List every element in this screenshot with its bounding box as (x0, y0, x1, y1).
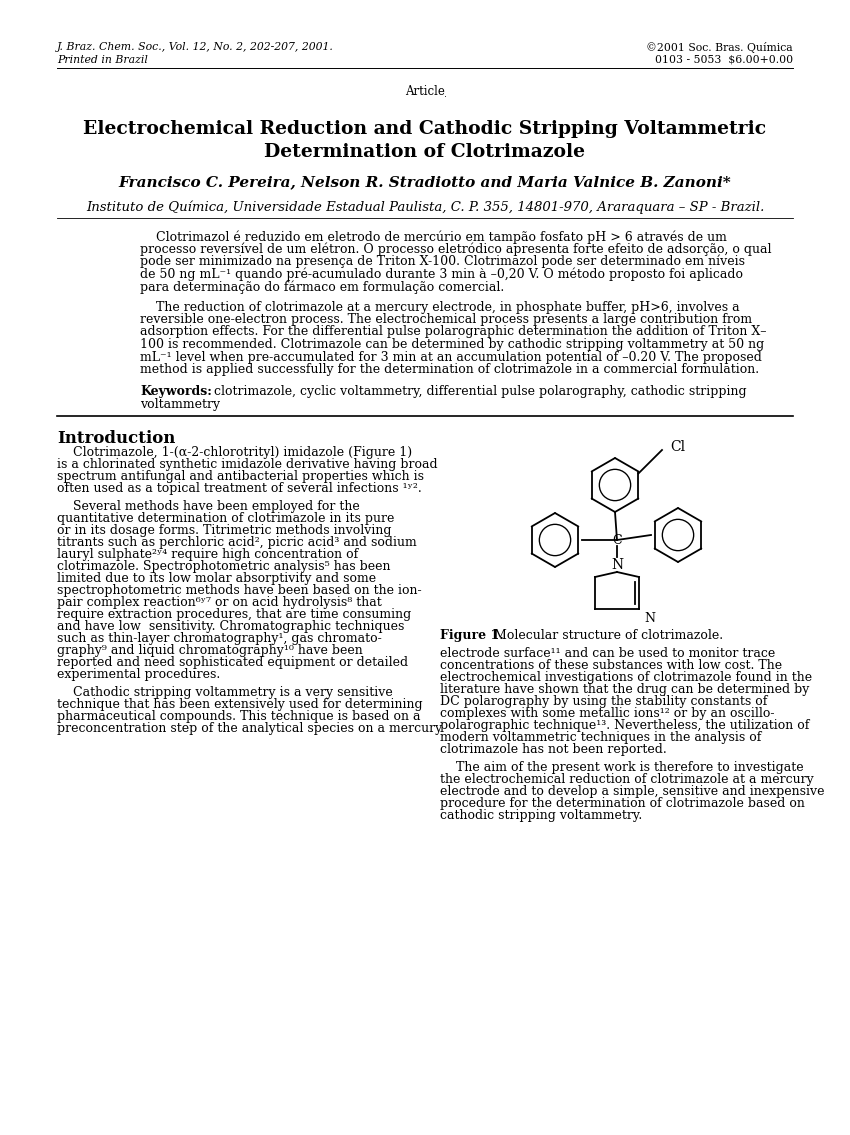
Text: and have low  sensitivity. Chromatographic techniques: and have low sensitivity. Chromatographi… (57, 620, 405, 633)
Text: polarographic technique¹³. Nevertheless, the utilization of: polarographic technique¹³. Nevertheless,… (440, 718, 809, 732)
Text: pharmaceutical compounds. This technique is based on a: pharmaceutical compounds. This technique… (57, 711, 421, 723)
Text: DC polarography by using the stability constants of: DC polarography by using the stability c… (440, 695, 768, 708)
Text: The reduction of clotrimazole at a mercury electrode, in phosphate buffer, pH>6,: The reduction of clotrimazole at a mercu… (140, 301, 740, 313)
Text: reversible one-electron process. The electrochemical process presents a large co: reversible one-electron process. The ele… (140, 313, 752, 326)
Text: 0103 - 5053  $6.00+0.00: 0103 - 5053 $6.00+0.00 (654, 54, 793, 65)
Text: voltammetry: voltammetry (140, 398, 220, 411)
Text: 100 is recommended. Clotrimazole can be determined by cathodic stripping voltamm: 100 is recommended. Clotrimazole can be … (140, 338, 764, 351)
Text: such as thin-layer chromatography¹, gas chromato-: such as thin-layer chromatography¹, gas … (57, 632, 382, 645)
Text: C: C (612, 533, 622, 546)
Text: Figure 1.: Figure 1. (440, 629, 503, 642)
Text: require extraction procedures, that are time consuming: require extraction procedures, that are … (57, 608, 411, 621)
Text: reported and need sophisticated equipment or detailed: reported and need sophisticated equipmen… (57, 656, 408, 669)
Text: pode ser minimizado na presença de Triton X-100. Clotrimazol pode ser determinad: pode ser minimizado na presença de Trito… (140, 255, 745, 269)
Text: Introduction: Introduction (57, 430, 175, 447)
Text: ©2001 Soc. Bras. Química: ©2001 Soc. Bras. Química (646, 42, 793, 53)
Text: Printed in Brazil: Printed in Brazil (57, 54, 148, 65)
Text: Clotrimazole, 1-(α-2-chlorotrityl) imidazole (Figure 1): Clotrimazole, 1-(α-2-chlorotrityl) imida… (57, 446, 412, 459)
Text: the electrochemical reduction of clotrimazole at a mercury: the electrochemical reduction of clotrim… (440, 773, 813, 787)
Text: cathodic stripping voltammetry.: cathodic stripping voltammetry. (440, 809, 643, 822)
Text: Cl: Cl (670, 440, 685, 454)
Text: graphy⁹ and liquid chromatography¹⁰ have been: graphy⁹ and liquid chromatography¹⁰ have… (57, 644, 363, 657)
Text: N: N (644, 612, 655, 625)
Text: modern voltammetric techniques in the analysis of: modern voltammetric techniques in the an… (440, 731, 762, 745)
Text: Determination of Clotrimazole: Determination of Clotrimazole (264, 143, 586, 161)
Text: procedure for the determination of clotrimazole based on: procedure for the determination of clotr… (440, 797, 805, 810)
Text: Molecular structure of clotrimazole.: Molecular structure of clotrimazole. (490, 629, 723, 642)
Text: electrochemical investigations of clotrimazole found in the: electrochemical investigations of clotri… (440, 671, 812, 684)
Text: experimental procedures.: experimental procedures. (57, 669, 220, 681)
Text: N: N (611, 558, 623, 572)
Text: lauryl sulphate²ʸ⁴ require high concentration of: lauryl sulphate²ʸ⁴ require high concentr… (57, 548, 358, 561)
Text: preconcentration step of the analytical species on a mercury: preconcentration step of the analytical … (57, 722, 442, 735)
Text: is a chlorinated synthetic imidazole derivative having broad: is a chlorinated synthetic imidazole der… (57, 459, 438, 471)
Text: pair complex reaction⁶ʸ⁷ or on acid hydrolysis⁸ that: pair complex reaction⁶ʸ⁷ or on acid hydr… (57, 596, 382, 609)
Text: clotrimazole has not been reported.: clotrimazole has not been reported. (440, 743, 666, 756)
Text: titrants such as perchloric acid², picric acid³ and sodium: titrants such as perchloric acid², picri… (57, 536, 416, 549)
Text: quantitative determination of clotrimazole in its pure: quantitative determination of clotrimazo… (57, 512, 394, 526)
Text: literature have shown that the drug can be determined by: literature have shown that the drug can … (440, 683, 809, 696)
Text: technique that has been extensively used for determining: technique that has been extensively used… (57, 698, 422, 711)
Text: adsorption effects. For the differential pulse polarographic determination the a: adsorption effects. For the differential… (140, 326, 767, 338)
Text: Article: Article (405, 85, 445, 98)
Text: Francisco C. Pereira, Nelson R. Stradiotto and Maria Valnice B. Zanoni*: Francisco C. Pereira, Nelson R. Stradiot… (119, 175, 731, 190)
Text: The aim of the present work is therefore to investigate: The aim of the present work is therefore… (440, 760, 803, 774)
Text: de 50 ng mL⁻¹ quando pré-acumulado durante 3 min à –0,20 V. O método proposto fo: de 50 ng mL⁻¹ quando pré-acumulado duran… (140, 268, 743, 281)
Text: Clotrimazol é reduzido em eletrodo de mercúrio em tampão fosfato pH > 6 através : Clotrimazol é reduzido em eletrodo de me… (140, 230, 727, 244)
Text: concentrations of these substances with low cost. The: concentrations of these substances with … (440, 659, 782, 672)
Text: Electrochemical Reduction and Cathodic Stripping Voltammetric: Electrochemical Reduction and Cathodic S… (83, 120, 767, 138)
Text: electrode surface¹¹ and can be used to monitor trace: electrode surface¹¹ and can be used to m… (440, 647, 775, 659)
Text: processo reversível de um elétron. O processo eletródico apresenta forte efeito : processo reversível de um elétron. O pro… (140, 243, 772, 257)
Text: mL⁻¹ level when pre-accumulated for 3 min at an accumulation potential of –0.20 : mL⁻¹ level when pre-accumulated for 3 mi… (140, 351, 762, 363)
Text: Keywords:: Keywords: (140, 386, 212, 398)
Text: electrode and to develop a simple, sensitive and inexpensive: electrode and to develop a simple, sensi… (440, 785, 824, 798)
Text: Several methods have been employed for the: Several methods have been employed for t… (57, 501, 360, 513)
Text: method is applied successfully for the determination of clotrimazole in a commer: method is applied successfully for the d… (140, 363, 759, 376)
Text: clotrimazole, cyclic voltammetry, differential pulse polarography, cathodic stri: clotrimazole, cyclic voltammetry, differ… (210, 386, 746, 398)
Text: or in its dosage forms. Titrimetric methods involving: or in its dosage forms. Titrimetric meth… (57, 524, 392, 537)
Text: J. Braz. Chem. Soc., Vol. 12, No. 2, 202-207, 2001.: J. Braz. Chem. Soc., Vol. 12, No. 2, 202… (57, 42, 334, 52)
Text: clotrimazole. Spectrophotometric analysis⁵ has been: clotrimazole. Spectrophotometric analysi… (57, 560, 390, 573)
Text: Instituto de Química, Universidade Estadual Paulista, C. P. 355, 14801-970, Arar: Instituto de Química, Universidade Estad… (86, 200, 764, 213)
Text: complexes with some metallic ions¹² or by an oscillo-: complexes with some metallic ions¹² or b… (440, 707, 774, 720)
Text: Cathodic stripping voltammetry is a very sensitive: Cathodic stripping voltammetry is a very… (57, 686, 393, 699)
Text: often used as a topical treatment of several infections ¹ʸ².: often used as a topical treatment of sev… (57, 482, 422, 495)
Text: spectrophotometric methods have been based on the ion-: spectrophotometric methods have been bas… (57, 585, 422, 597)
Text: limited due to its low molar absorptivity and some: limited due to its low molar absorptivit… (57, 572, 376, 585)
Text: para determinação do fármaco em formulação comercial.: para determinação do fármaco em formulaç… (140, 280, 504, 294)
Text: spectrum antifungal and antibacterial properties which is: spectrum antifungal and antibacterial pr… (57, 470, 424, 484)
